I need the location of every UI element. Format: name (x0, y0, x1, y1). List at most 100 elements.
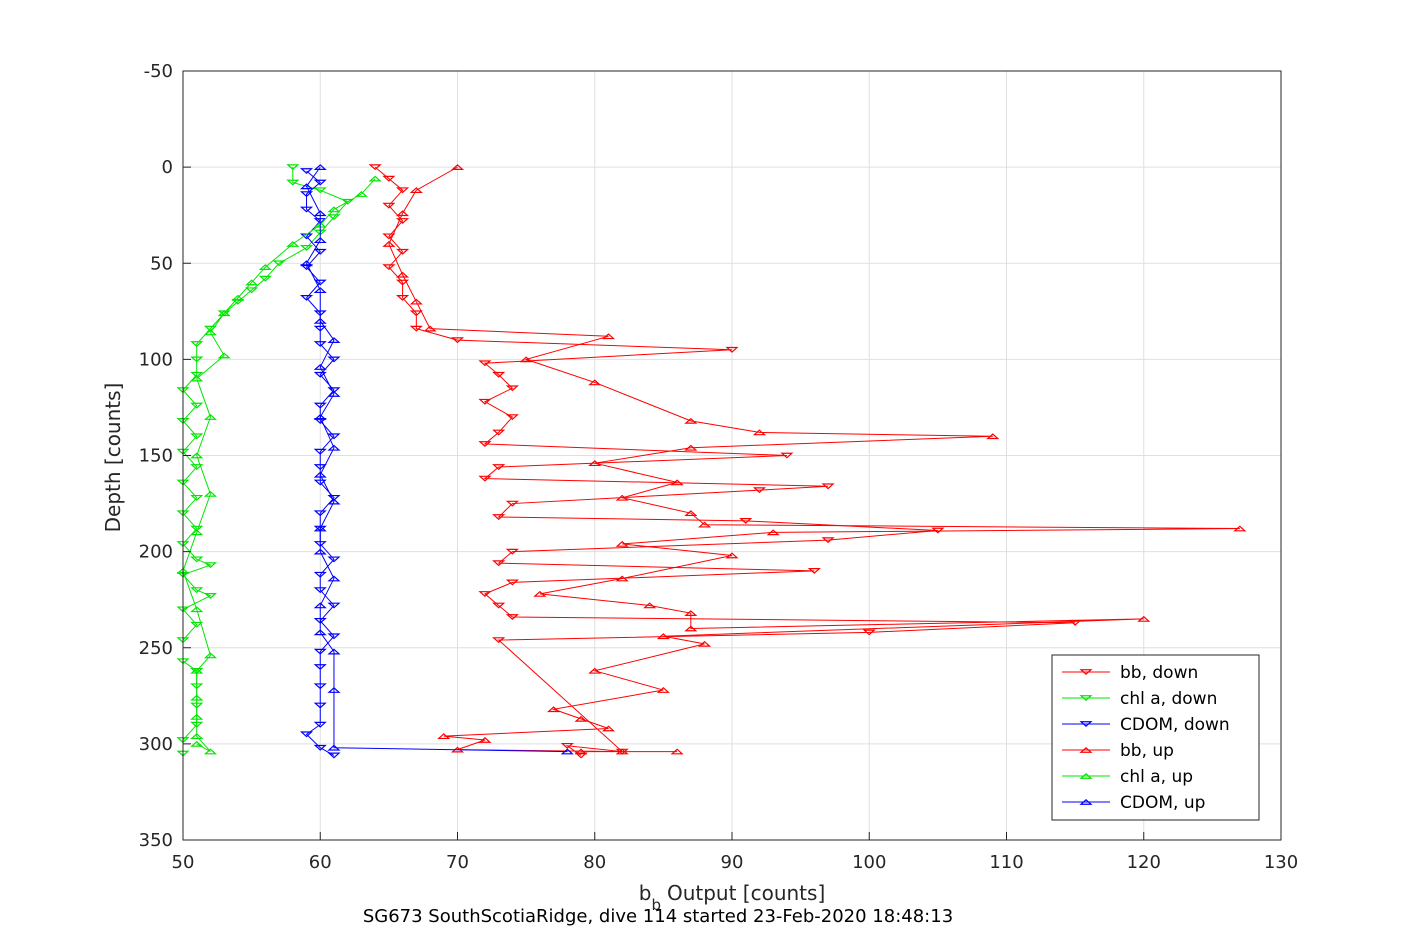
data-point (396, 218, 410, 225)
data-point (313, 510, 327, 517)
data-point (313, 364, 327, 370)
series-cdom-up (299, 164, 574, 755)
data-point (190, 375, 204, 382)
data-point (286, 179, 300, 186)
data-point (478, 736, 492, 743)
data-point (492, 602, 506, 609)
data-point (313, 164, 327, 170)
legend-label: chl a, down (1120, 689, 1217, 709)
legend-item-cdom-up: CDOM, up (1062, 793, 1205, 813)
data-point (217, 310, 231, 317)
data-point (313, 525, 327, 532)
data-point (931, 527, 945, 534)
x-tick-label: 70 (446, 852, 469, 873)
data-point (656, 686, 670, 693)
legend-swatch-marker (1079, 746, 1093, 753)
data-point (368, 175, 382, 182)
data-point (327, 686, 341, 693)
data-point (780, 452, 794, 459)
legend-item-bb-up: bb, up (1062, 741, 1174, 761)
data-point (396, 248, 410, 255)
x-axis-label: bb Output [counts] (639, 881, 826, 914)
data-point (684, 625, 698, 632)
data-point (203, 413, 218, 420)
data-point (505, 579, 519, 586)
series-line-chl-a-up (182, 178, 376, 753)
data-point (807, 568, 821, 574)
data-point (684, 610, 698, 616)
data-point (258, 264, 272, 270)
y-axis-label: Depth [counts] (101, 383, 125, 533)
data-point (409, 187, 423, 194)
data-point (382, 175, 396, 182)
series-line-cdom-up (305, 166, 568, 753)
y-tick-label: 50 (150, 253, 173, 274)
data-point (492, 560, 506, 567)
axes (182, 70, 1282, 841)
data-point (327, 648, 341, 655)
x-tick-label: 90 (721, 852, 744, 873)
legend-swatch-marker (1079, 695, 1093, 702)
data-point (286, 164, 300, 171)
data-point (245, 279, 259, 286)
y-tick-labels: -50 0 50 100 150 200 250 300 350 (139, 61, 173, 851)
data-point (299, 191, 314, 198)
data-point (327, 337, 341, 343)
data-point (615, 494, 629, 501)
data-point (190, 402, 204, 409)
data-point (313, 721, 327, 728)
data-point (327, 575, 341, 582)
data-point (752, 487, 767, 494)
y-tick-label: -50 (144, 61, 173, 82)
data-point (409, 325, 423, 332)
data-point (190, 556, 204, 563)
legend-label: chl a, up (1120, 767, 1193, 787)
data-point (190, 341, 204, 348)
x-tick-labels: 50 60 70 80 90 100 110 120 130 (172, 852, 1299, 873)
data-point (313, 413, 327, 420)
data-point (190, 606, 204, 613)
data-point (190, 433, 204, 440)
data-point (190, 494, 204, 501)
legend-item-cdom-down: CDOM, down (1062, 715, 1230, 735)
data-point (190, 713, 204, 720)
data-point (286, 240, 300, 247)
data-point (478, 591, 492, 597)
data-point (574, 748, 588, 755)
data-point (396, 295, 410, 301)
y-tick-label: 300 (139, 734, 173, 755)
data-point (327, 390, 341, 397)
data-point (327, 744, 341, 751)
data-point (313, 317, 327, 324)
data-point (478, 360, 492, 367)
legend-label: bb, up (1120, 741, 1174, 761)
x-tick-label: 110 (989, 852, 1023, 873)
data-point (313, 479, 327, 486)
data-point (203, 490, 218, 497)
data-point (670, 748, 684, 755)
data-point (492, 514, 506, 521)
data-point (190, 525, 204, 532)
data-point (313, 702, 327, 709)
data-point (409, 298, 423, 305)
data-point (821, 537, 835, 544)
data-point (203, 562, 218, 569)
data-point (299, 245, 314, 251)
data-point (313, 587, 327, 594)
data-point (313, 210, 327, 217)
data-point (313, 371, 327, 378)
data-point (588, 379, 602, 386)
data-point (505, 500, 519, 507)
data-point (313, 341, 327, 348)
legend-swatch-marker (1079, 798, 1093, 805)
data-point (684, 417, 698, 424)
data-point (313, 571, 327, 578)
data-point (190, 452, 204, 459)
data-point (327, 214, 341, 221)
x-tick-label: 80 (583, 852, 606, 873)
data-point (684, 510, 698, 517)
data-point (327, 633, 341, 640)
y-tick-label: 250 (139, 638, 173, 659)
series-line-cdom-down (305, 170, 335, 756)
